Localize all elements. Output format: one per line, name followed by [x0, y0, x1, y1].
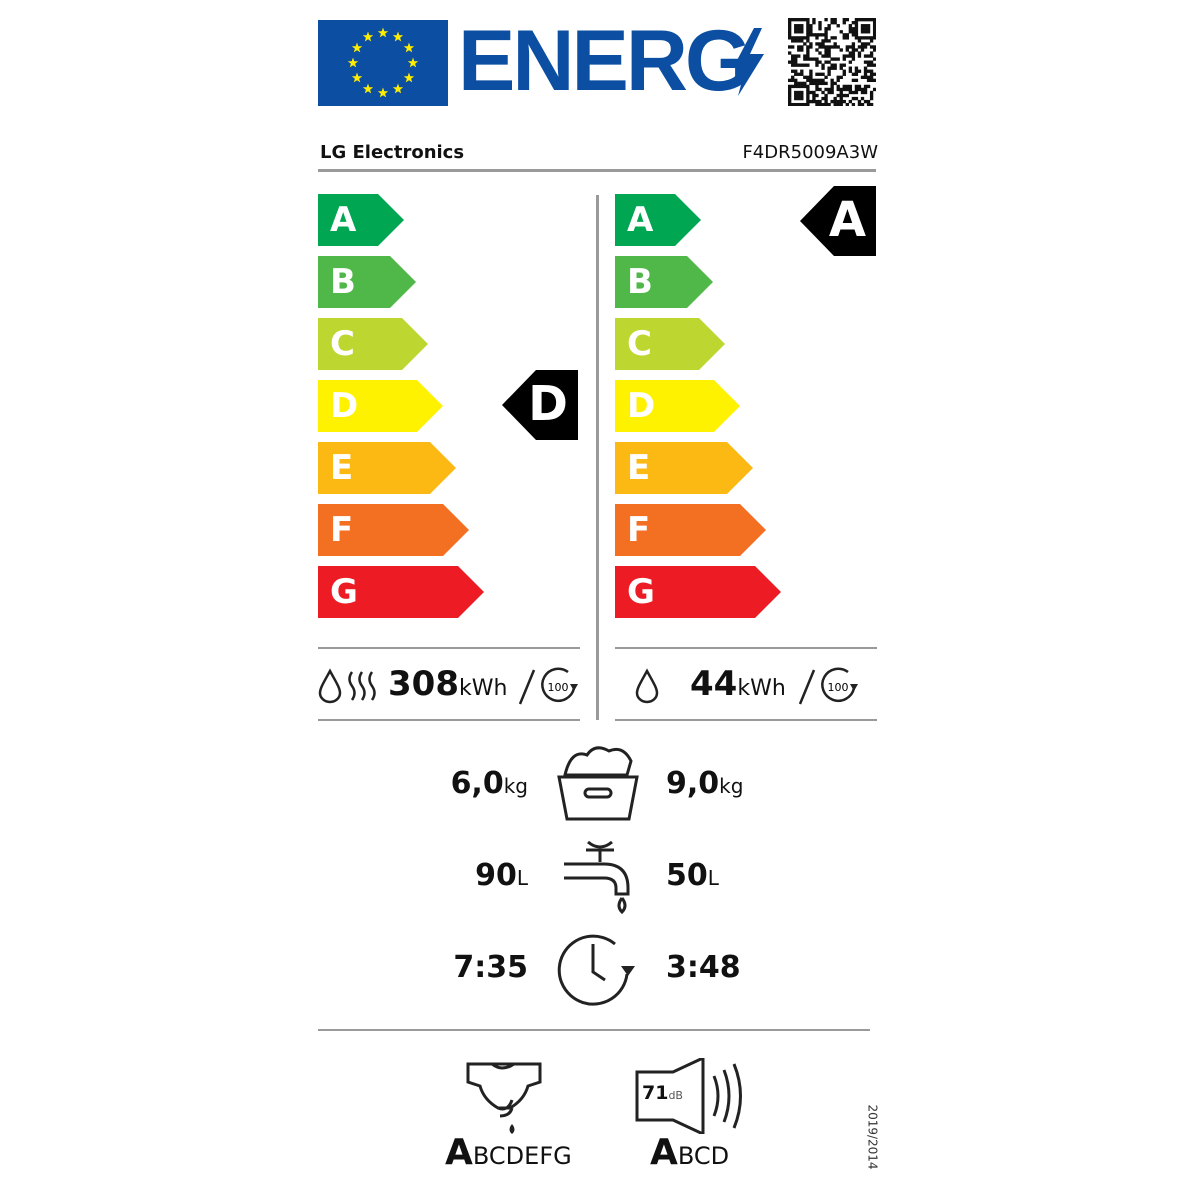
washing-energy: 44kWh: [690, 664, 786, 704]
energy-class-bar-e: E: [318, 442, 456, 494]
divider: [615, 719, 877, 721]
spin-class-scale: ABCDEFG: [445, 1132, 572, 1173]
regulation-number: 2019/2014: [865, 1104, 880, 1170]
energy-class-bar-a: A: [615, 194, 701, 246]
svg-text:100: 100: [548, 681, 569, 694]
noise-value: 71dB: [642, 1082, 683, 1104]
water-dry: 90L: [475, 858, 528, 893]
spin-drying-icon: [466, 1062, 542, 1134]
water-wash: 50L: [666, 858, 719, 893]
vertical-divider: [596, 195, 599, 720]
star-icon: [377, 87, 389, 98]
star-icon: [351, 42, 363, 53]
duration-wash: 3:48: [666, 950, 741, 985]
supplier-name: LG Electronics: [320, 142, 465, 163]
divider: [318, 1029, 870, 1031]
model-identifier: F4DR5009A3W: [742, 142, 878, 163]
svg-text:100: 100: [828, 681, 849, 694]
noise-speaker-icon: [635, 1058, 742, 1134]
qr-code-icon[interactable]: [788, 18, 876, 106]
lightning-icon: [734, 28, 764, 96]
energy-class-bar-f: F: [615, 504, 766, 556]
per-100-cycles-icon: 100: [518, 667, 578, 705]
star-icon: [392, 31, 404, 42]
star-icon: [377, 27, 389, 38]
laundry-basket-icon: [557, 746, 639, 821]
energy-class-bar-b: B: [615, 256, 713, 308]
clock-icon: [557, 934, 635, 1006]
drop-heat-icon: [318, 668, 376, 704]
drop-icon: [635, 668, 659, 704]
noise-class-scale: ABCD: [650, 1132, 730, 1173]
energy-class-bar-b: B: [318, 256, 416, 308]
energy-class-bar-f: F: [318, 504, 469, 556]
star-icon: [347, 57, 359, 68]
energy-class-bar-g: G: [615, 566, 781, 618]
energy-class-bar-c: C: [318, 318, 428, 370]
eu-flag-icon: [318, 20, 448, 106]
capacity-dry: 6,0kg: [450, 766, 528, 801]
energy-class-bar-a: A: [318, 194, 404, 246]
star-icon: [392, 83, 404, 94]
energy-title: ENERG: [458, 13, 752, 109]
energy-class-bar-d: D: [318, 380, 443, 432]
per-100-cycles-icon: 100: [798, 667, 858, 705]
divider: [318, 647, 580, 649]
class-indicator-washer-dryer: D: [502, 370, 578, 440]
star-icon: [407, 57, 419, 68]
divider: [615, 647, 877, 649]
energy-class-bar-e: E: [615, 442, 753, 494]
star-icon: [351, 72, 363, 83]
star-icon: [403, 72, 415, 83]
class-indicator-washing: A: [800, 186, 876, 256]
energy-class-bar-g: G: [318, 566, 484, 618]
water-tap-icon: [564, 840, 630, 915]
duration-dry: 7:35: [453, 950, 528, 985]
washer-dryer-energy: 308kWh: [388, 664, 508, 704]
energy-class-bar-d: D: [615, 380, 740, 432]
energy-class-bar-c: C: [615, 318, 725, 370]
star-icon: [362, 83, 374, 94]
star-icon: [403, 42, 415, 53]
divider: [318, 169, 876, 172]
capacity-wash: 9,0kg: [666, 766, 744, 801]
star-icon: [362, 31, 374, 42]
divider: [318, 719, 580, 721]
